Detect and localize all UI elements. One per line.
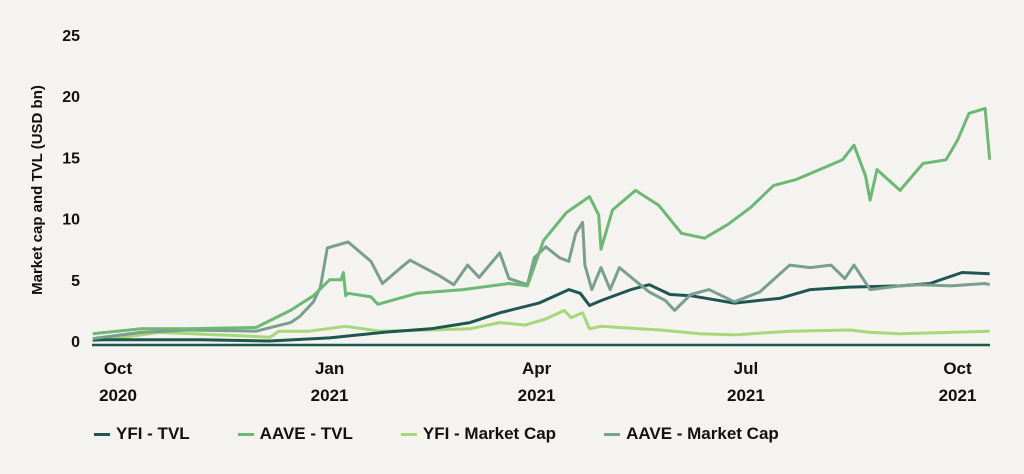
series-line-yfi-market-cap (92, 308, 990, 343)
x-tick-label-year: 2021 (727, 386, 765, 405)
x-tick-label-month: Jan (315, 359, 344, 378)
legend-swatch (237, 432, 254, 436)
x-tick-label-month: Jul (734, 359, 759, 378)
legend-label: YFI - TVL (116, 424, 190, 443)
x-tick-label-year: 2020 (99, 386, 137, 405)
series-line-aave-market-cap (92, 220, 991, 341)
y-tick-label: 5 (71, 273, 80, 290)
y-tick-label: 25 (62, 28, 80, 45)
legend-label: AAVE - Market Cap (626, 424, 779, 443)
y-axis-label: Market cap and TVL (USD bn) (29, 85, 46, 295)
legend-swatch (604, 432, 621, 436)
legend-swatch (400, 432, 417, 436)
legend-item: AAVE - Market Cap (604, 424, 779, 444)
legend-item: YFI - TVL (94, 424, 190, 444)
x-tick-label-year: 2021 (939, 386, 977, 405)
y-tick-label: 20 (62, 89, 80, 106)
legend-swatch (94, 432, 110, 436)
chart: Market cap and TVL (USD bn) 0 5 10 15 20 25 O… (29, 28, 992, 405)
y-tick-label: 15 (62, 150, 80, 167)
series-line-aave-tvl (92, 106, 992, 336)
legend: YFI - TVL AAVE - TVL YFI - Market Cap AAVE … (94, 424, 779, 444)
y-tick-label: 10 (62, 212, 80, 229)
legend-label: AAVE - TVL (259, 424, 353, 443)
legend-item: YFI - Market Cap (400, 424, 557, 444)
x-tick-label-month: Oct (943, 359, 972, 378)
x-tick-label-year: 2021 (518, 386, 556, 405)
legend-item: AAVE - TVL (237, 424, 353, 444)
x-tick-label-month: Oct (104, 359, 133, 378)
x-tick-label-year: 2021 (311, 386, 349, 405)
y-tick-label: 0 (71, 334, 80, 351)
series-line-yfi-tvl (92, 271, 990, 343)
x-tick-label-month: Apr (522, 359, 552, 378)
legend-label: YFI - Market Cap (422, 424, 557, 443)
